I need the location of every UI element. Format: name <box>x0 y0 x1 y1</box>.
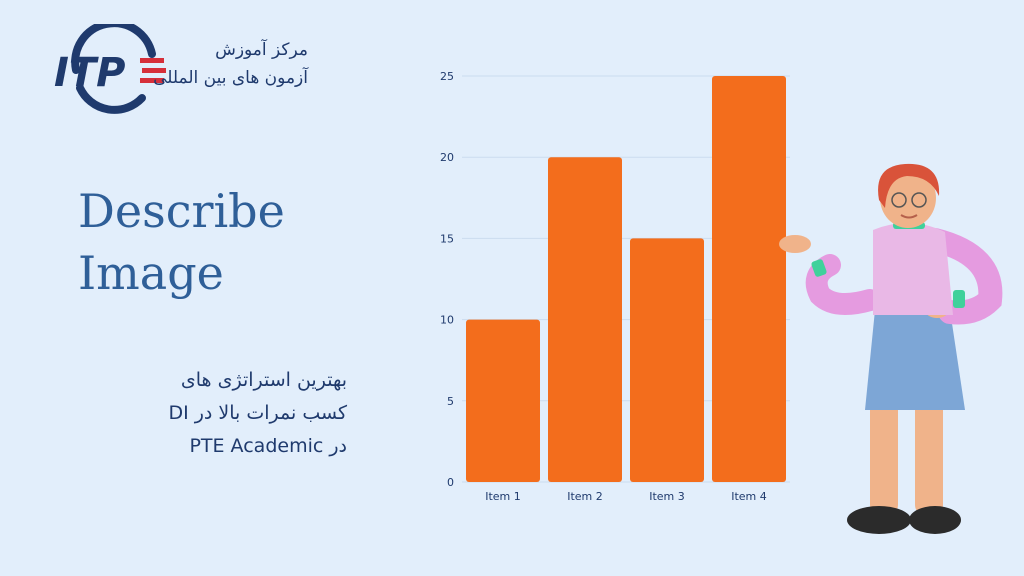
title-line-1: Describe <box>78 184 285 238</box>
x-tick-label: Item 4 <box>731 490 767 503</box>
presenter-character-illustration <box>779 163 1003 534</box>
bar-4 <box>712 76 786 482</box>
bar-chart: 0 5 10 15 20 25 Item 1 Item 2 Item 3 Item 4 <box>440 70 790 503</box>
brand-text: مرکز آموزش آزمون های بین المللی <box>153 36 308 92</box>
y-tick-label: 15 <box>440 232 454 245</box>
subtitle-line-3: در PTE Academic <box>189 435 347 457</box>
itp-logo: ITP <box>54 24 166 114</box>
y-tick-label: 5 <box>447 395 454 408</box>
y-tick-label: 0 <box>447 476 454 489</box>
bar-2 <box>548 157 622 482</box>
x-tick-label: Item 1 <box>485 490 521 503</box>
title-line-2: Image <box>78 246 224 300</box>
bar-1 <box>466 319 540 482</box>
y-tick-label: 25 <box>440 70 454 83</box>
page-title: Describe Image <box>78 180 285 304</box>
subtitle: بهترین استراتژی های کسب نمرات بالا در DI… <box>168 364 347 463</box>
brand-line-1: مرکز آموزش <box>215 40 308 60</box>
brand-line-2: آزمون های بین المللی <box>153 68 308 88</box>
logo-text: ITP <box>54 50 125 96</box>
subtitle-line-2: کسب نمرات بالا در DI <box>168 402 347 424</box>
bar-3 <box>630 238 704 482</box>
y-tick-label: 10 <box>440 314 454 327</box>
subtitle-line-1: بهترین استراتژی های <box>180 369 347 391</box>
x-tick-label: Item 3 <box>649 490 685 503</box>
x-tick-label: Item 2 <box>567 490 603 503</box>
y-tick-label: 20 <box>440 151 454 164</box>
